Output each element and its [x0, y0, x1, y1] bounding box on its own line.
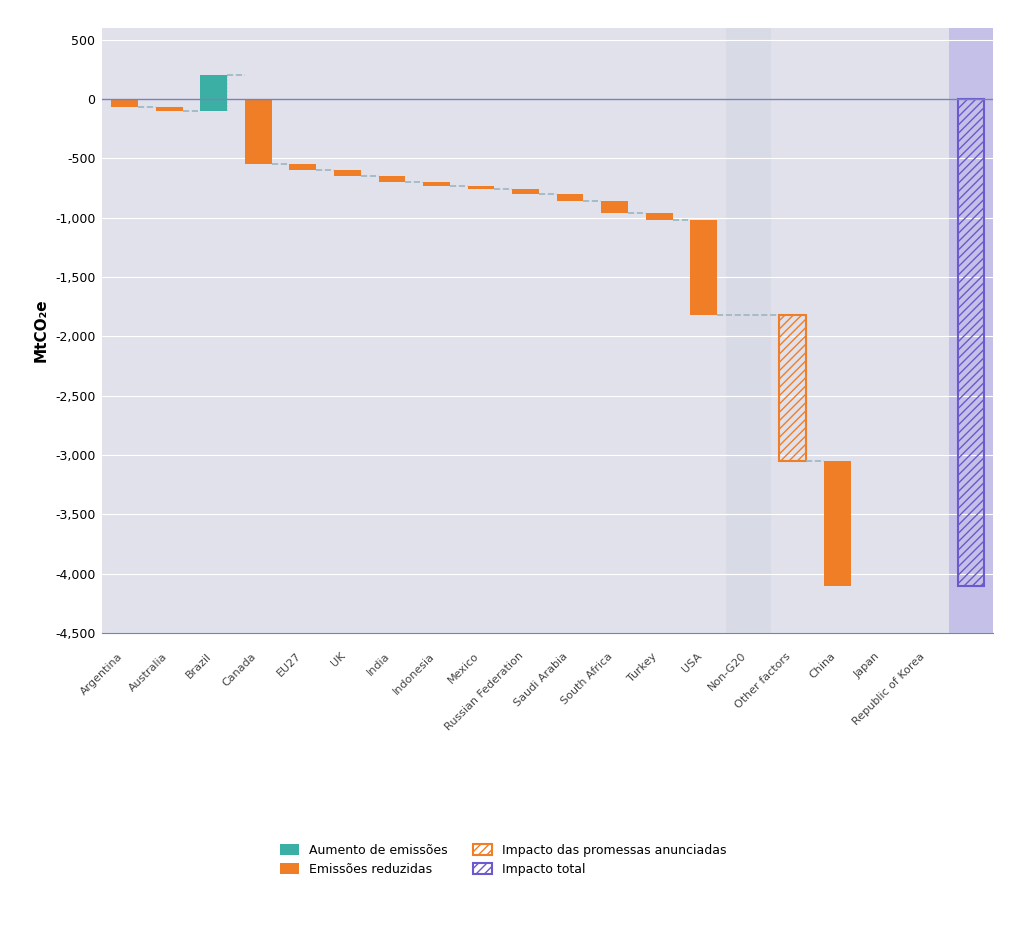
Text: Japan: Japan: [853, 651, 882, 680]
Bar: [512, 189, 539, 194]
Bar: [824, 461, 851, 586]
Bar: [904, 28, 949, 633]
Text: Total: Total: [942, 651, 971, 680]
Text: South Africa: South Africa: [559, 651, 614, 706]
Text: Argentina: Argentina: [79, 651, 125, 696]
Bar: [557, 194, 584, 201]
Bar: [245, 99, 271, 165]
Text: Canada: Canada: [221, 651, 258, 688]
Legend: Aumento de emissões, Emissões reduzidas, Impacto das promessas anunciadas, Impac: Aumento de emissões, Emissões reduzidas,…: [275, 839, 731, 881]
Bar: [815, 28, 860, 633]
Text: Brazil: Brazil: [184, 651, 214, 680]
Text: China: China: [808, 651, 838, 681]
Bar: [949, 28, 993, 633]
Text: Turkey: Turkey: [627, 651, 659, 683]
Bar: [646, 213, 673, 220]
Bar: [592, 28, 637, 633]
Bar: [690, 220, 717, 315]
Bar: [147, 28, 191, 633]
Bar: [326, 28, 370, 633]
Bar: [112, 99, 138, 107]
Bar: [281, 28, 326, 633]
Text: UK: UK: [330, 651, 347, 668]
Bar: [548, 28, 592, 633]
Y-axis label: MtCO₂e: MtCO₂e: [33, 299, 48, 362]
Bar: [459, 28, 504, 633]
Text: EU27: EU27: [275, 651, 303, 679]
Bar: [290, 165, 316, 170]
Bar: [379, 176, 406, 182]
Bar: [726, 28, 771, 633]
Text: Saudi Arabia: Saudi Arabia: [513, 651, 570, 708]
Bar: [771, 28, 815, 633]
Bar: [601, 201, 628, 213]
Bar: [468, 186, 495, 189]
Bar: [860, 28, 904, 633]
Bar: [370, 28, 414, 633]
Bar: [201, 75, 227, 111]
Text: USA: USA: [680, 651, 703, 674]
Text: Non-G20: Non-G20: [707, 651, 749, 693]
Text: Other factors: Other factors: [733, 651, 793, 710]
Text: Indonesia: Indonesia: [391, 651, 436, 696]
Bar: [682, 28, 726, 633]
Text: Russian Federation: Russian Federation: [443, 651, 525, 733]
Text: Australia: Australia: [127, 651, 169, 693]
Bar: [102, 28, 147, 633]
Bar: [504, 28, 548, 633]
Text: Mexico: Mexico: [446, 651, 481, 685]
Bar: [156, 107, 182, 111]
Bar: [334, 170, 360, 176]
Bar: [237, 28, 281, 633]
Text: India: India: [366, 651, 392, 678]
Text: Republic of Korea: Republic of Korea: [851, 651, 927, 726]
Bar: [414, 28, 459, 633]
Bar: [423, 182, 450, 186]
Bar: [637, 28, 682, 633]
Bar: [191, 28, 236, 633]
